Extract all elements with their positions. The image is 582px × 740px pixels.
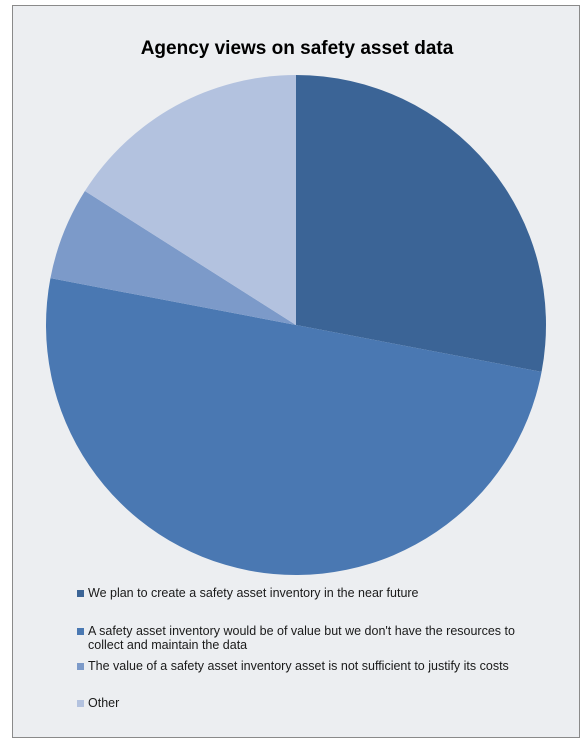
pie-slice-3 xyxy=(50,191,296,325)
legend-label: We plan to create a safety asset invento… xyxy=(88,586,419,600)
legend-label: The value of a safety asset inventory as… xyxy=(88,659,509,673)
pie-slice-1 xyxy=(296,75,547,372)
legend-label: A safety asset inventory would be of val… xyxy=(88,624,515,652)
legend-item-4: Other xyxy=(77,696,119,710)
legend-item-3: The value of a safety asset inventory as… xyxy=(77,659,509,673)
chart-frame: Agency views on safety asset data We pla… xyxy=(12,5,580,738)
legend-swatch xyxy=(77,663,84,670)
pie-chart xyxy=(46,75,547,575)
legend-swatch xyxy=(77,700,84,707)
legend-item-1: We plan to create a safety asset invento… xyxy=(77,586,419,600)
legend-swatch xyxy=(77,590,84,597)
legend-item-2: A safety asset inventory would be of val… xyxy=(77,624,547,652)
pie-slice-2 xyxy=(46,278,542,575)
pie-slice-4 xyxy=(84,75,296,325)
chart-title: Agency views on safety asset data xyxy=(140,38,454,59)
legend-swatch xyxy=(77,628,84,635)
legend-label: Other xyxy=(88,696,120,710)
